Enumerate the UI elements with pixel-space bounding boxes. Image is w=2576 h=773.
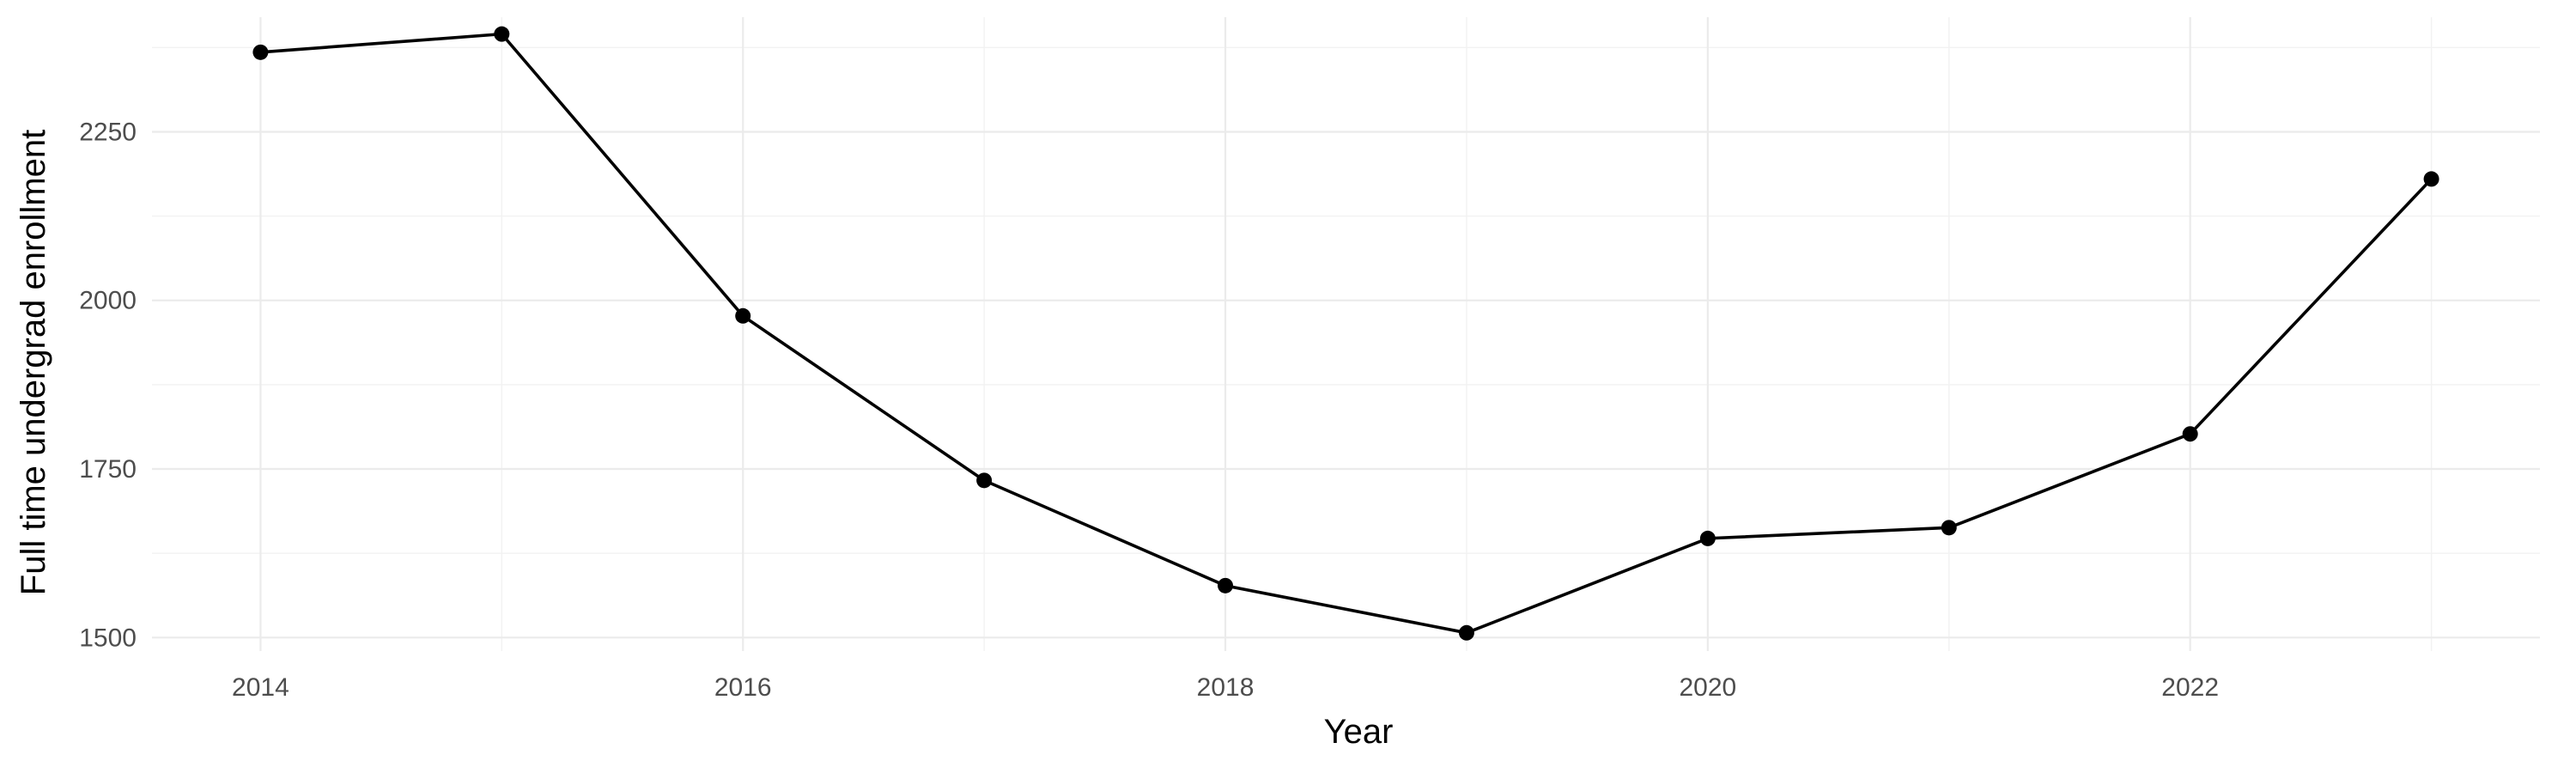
y-tick-label: 2250 — [79, 118, 137, 146]
data-point — [976, 472, 993, 489]
data-point — [2182, 426, 2198, 442]
data-point — [1699, 530, 1716, 546]
data-point — [1218, 577, 1234, 593]
x-tick-label: 2016 — [714, 673, 772, 702]
x-axis-title: Year — [1324, 713, 1394, 751]
y-axis-tick-labels: 1500 1750 2000 2250 — [79, 118, 137, 652]
x-tick-label: 2020 — [1679, 673, 1736, 702]
x-axis-tick-labels: 2014 2016 2018 2020 2022 — [232, 673, 2219, 702]
y-tick-label: 2000 — [79, 287, 137, 315]
x-tick-label: 2014 — [232, 673, 289, 702]
y-axis-title: Full time undergrad enrollment — [15, 130, 52, 595]
major-gridlines — [152, 17, 2540, 651]
series-layer — [252, 26, 2439, 641]
data-point — [2423, 171, 2439, 187]
data-point — [1458, 624, 1474, 641]
series-line — [260, 32, 2433, 635]
x-tick-label: 2022 — [2161, 673, 2219, 702]
data-point — [494, 26, 510, 42]
y-tick-label: 1500 — [79, 624, 137, 652]
minor-gridlines — [152, 17, 2540, 651]
x-tick-label: 2018 — [1197, 673, 1255, 702]
y-tick-label: 1750 — [79, 455, 137, 484]
data-point — [735, 307, 751, 324]
data-point — [252, 44, 269, 60]
data-point — [1941, 520, 1957, 536]
